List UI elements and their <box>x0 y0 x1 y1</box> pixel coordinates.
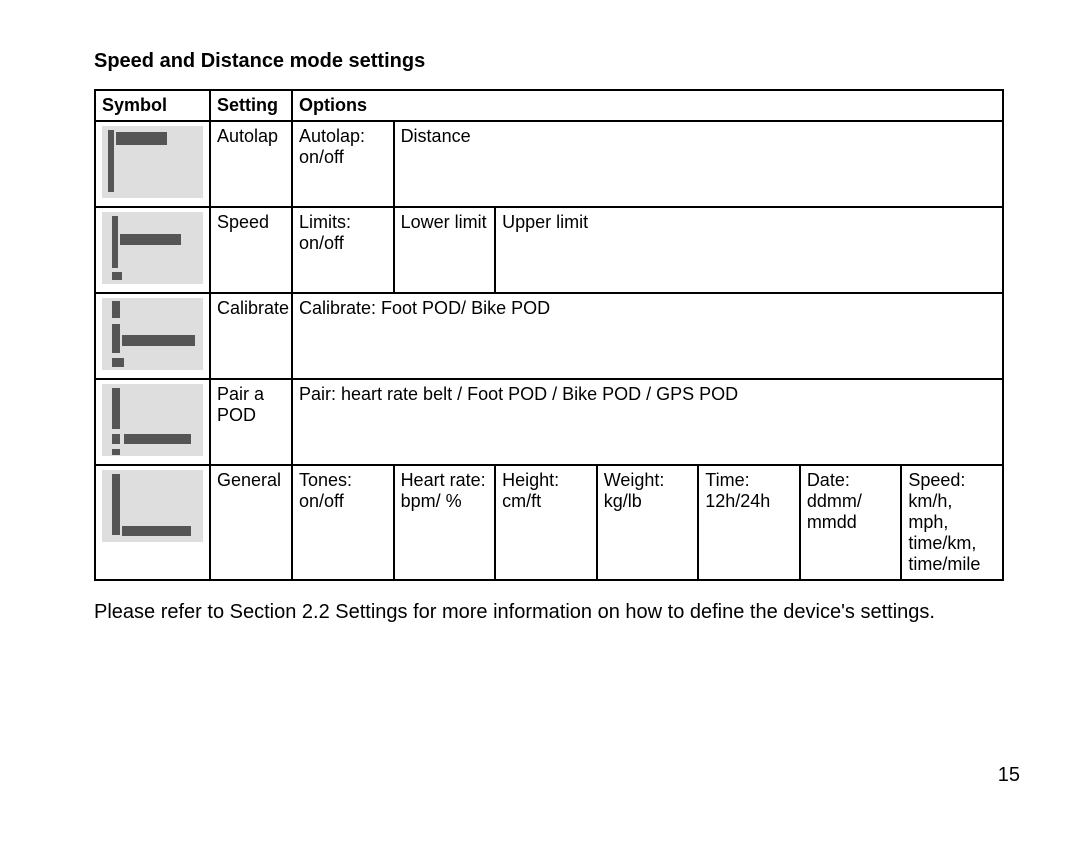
setting-cell: Pair a POD <box>210 379 292 465</box>
symbol-icon <box>102 384 203 456</box>
setting-cell: General <box>210 465 292 580</box>
option-cell: Pair: heart rate belt / Foot POD / Bike … <box>292 379 1003 465</box>
symbol-icon <box>102 470 203 542</box>
option-cell: Distance <box>394 121 1003 207</box>
option-cell: Time: 12h/24h <box>698 465 800 580</box>
header-setting: Setting <box>210 90 292 121</box>
table-row: SpeedLimits: on/offLower limitUpper limi… <box>95 207 1003 293</box>
option-cell: Tones: on/off <box>292 465 394 580</box>
table-header-row: Symbol Setting Options <box>95 90 1003 121</box>
header-options: Options <box>292 90 1003 121</box>
option-cell: Speed: km/h, mph, time/km, time/mile <box>901 465 1003 580</box>
symbol-cell <box>95 293 210 379</box>
footnote: Please refer to Section 2.2 Settings for… <box>94 601 1020 624</box>
setting-cell: Autolap <box>210 121 292 207</box>
option-cell: Date: ddmm/ mmdd <box>800 465 902 580</box>
symbol-cell <box>95 379 210 465</box>
option-cell: Calibrate: Foot POD/ Bike POD <box>292 293 1003 379</box>
page-root: Speed and Distance mode settings Symbol … <box>0 0 1080 855</box>
table-row: GeneralTones: on/offHeart rate: bpm/ %He… <box>95 465 1003 580</box>
setting-cell: Calibrate <box>210 293 292 379</box>
symbol-icon <box>102 212 203 284</box>
symbol-icon <box>102 126 203 198</box>
settings-table: Symbol Setting Options AutolapAutolap: o… <box>94 89 1004 581</box>
symbol-cell <box>95 121 210 207</box>
table-row: AutolapAutolap: on/offDistance <box>95 121 1003 207</box>
option-cell: Limits: on/off <box>292 207 394 293</box>
option-cell: Weight: kg/lb <box>597 465 699 580</box>
page-number: 15 <box>998 764 1020 786</box>
symbol-cell <box>95 207 210 293</box>
option-cell: Upper limit <box>495 207 1003 293</box>
page-title: Speed and Distance mode settings <box>94 50 1020 73</box>
option-cell: Heart rate: bpm/ % <box>394 465 496 580</box>
symbol-icon <box>102 298 203 370</box>
symbol-cell <box>95 465 210 580</box>
header-symbol: Symbol <box>95 90 210 121</box>
option-cell: Lower limit <box>394 207 496 293</box>
setting-cell: Speed <box>210 207 292 293</box>
option-cell: Autolap: on/off <box>292 121 394 207</box>
table-row: CalibrateCalibrate: Foot POD/ Bike POD <box>95 293 1003 379</box>
table-row: Pair a PODPair: heart rate belt / Foot P… <box>95 379 1003 465</box>
option-cell: Height: cm/ft <box>495 465 597 580</box>
